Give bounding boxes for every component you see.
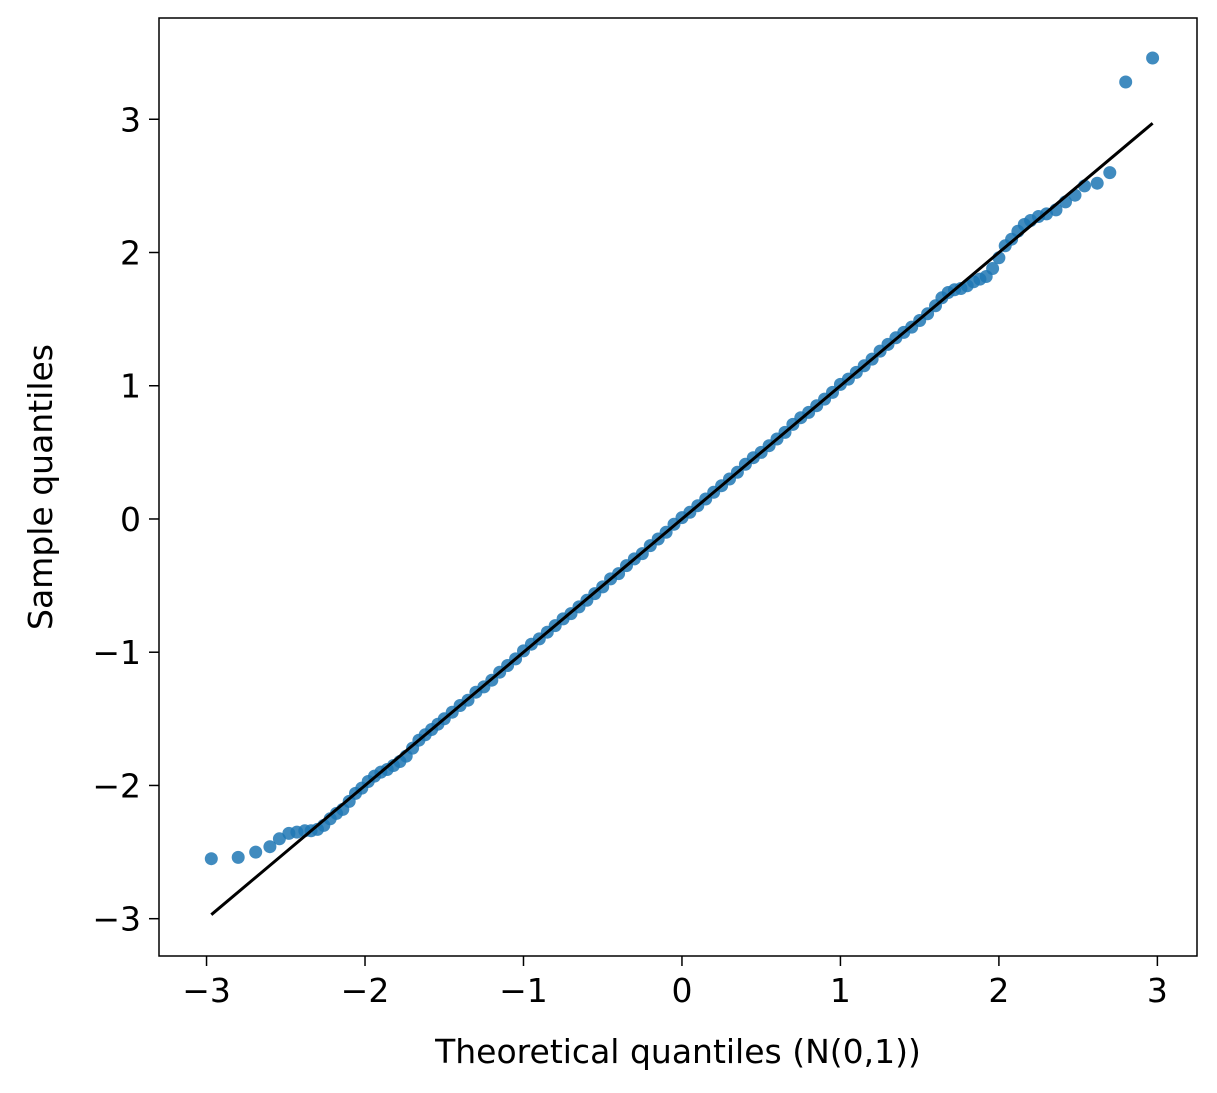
plot-frame <box>158 17 1198 957</box>
scatter-point <box>1119 75 1133 89</box>
y-tick-label: 0 <box>120 500 141 539</box>
y-tick-label: −2 <box>92 766 141 805</box>
x-axis-ticks: −3 −2 −1 0 1 2 3 <box>182 956 1168 1010</box>
scatter-point <box>1103 166 1117 180</box>
x-tick-label: −3 <box>182 971 231 1010</box>
scatter-points <box>204 51 1160 866</box>
y-tick-label: 2 <box>120 234 141 273</box>
x-tick-label: 0 <box>671 971 692 1010</box>
x-tick-label: 1 <box>830 971 851 1010</box>
x-axis-label: Theoretical quantiles (N(0,1)) <box>434 1032 921 1071</box>
scatter-point <box>204 852 218 866</box>
x-tick-label: −2 <box>341 971 390 1010</box>
scatter-point <box>1146 51 1160 65</box>
y-tick-label: 1 <box>120 367 141 406</box>
y-tick-label: −3 <box>92 900 141 939</box>
x-tick-label: 2 <box>988 971 1009 1010</box>
scatter-point <box>1090 176 1104 190</box>
scatter-point <box>231 850 245 864</box>
y-tick-label: −1 <box>92 633 141 672</box>
scatter-point <box>249 845 263 859</box>
reference-line <box>210 122 1154 916</box>
scatter-point <box>986 262 1000 275</box>
y-axis-ticks: −3 −2 −1 0 1 2 3 <box>92 100 159 939</box>
scatter-point <box>272 832 286 846</box>
x-tick-label: −1 <box>499 971 548 1010</box>
y-axis-label: Sample quantiles <box>21 344 60 630</box>
x-tick-label: 3 <box>1147 971 1168 1010</box>
scatter-point <box>263 840 277 854</box>
y-tick-label: 3 <box>120 100 141 139</box>
